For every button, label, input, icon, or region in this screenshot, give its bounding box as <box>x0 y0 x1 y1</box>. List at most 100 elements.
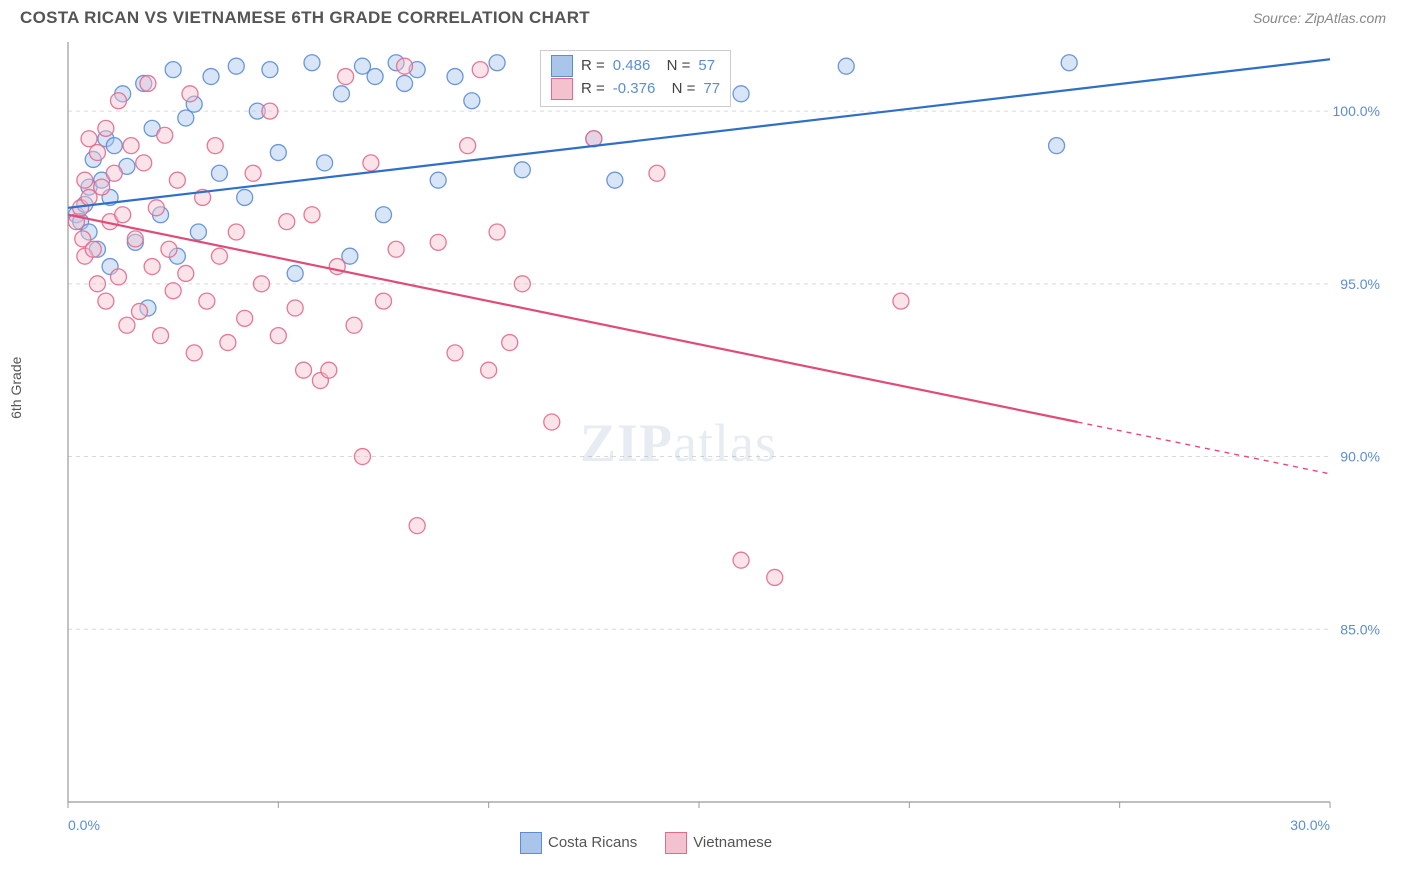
y-axis-label: 6th Grade <box>8 357 24 419</box>
scatter-point <box>367 69 383 85</box>
scatter-point <box>430 234 446 250</box>
y-tick-label: 90.0% <box>1340 449 1380 465</box>
scatter-point <box>207 138 223 154</box>
scatter-point <box>502 335 518 351</box>
scatter-point <box>333 86 349 102</box>
scatter-point <box>106 165 122 181</box>
scatter-chart: 85.0% 90.0% 95.0% 100.0% 0.0% 30.0% <box>20 32 1386 852</box>
stats-legend-row: R = 0.486 N = 57 <box>551 55 720 78</box>
y-tick-label: 95.0% <box>1340 276 1380 292</box>
scatter-point <box>237 189 253 205</box>
scatter-point <box>115 207 131 223</box>
scatter-point <box>447 345 463 361</box>
scatter-point <box>279 214 295 230</box>
legend-item: Costa Ricans <box>520 832 637 854</box>
scatter-point <box>489 224 505 240</box>
scatter-point <box>767 569 783 585</box>
scatter-point <box>136 155 152 171</box>
scatter-point <box>94 179 110 195</box>
scatter-point <box>237 310 253 326</box>
scatter-point <box>733 552 749 568</box>
scatter-point <box>228 224 244 240</box>
scatter-point <box>157 127 173 143</box>
scatter-point <box>148 200 164 216</box>
scatter-point <box>178 110 194 126</box>
scatter-point <box>1061 55 1077 71</box>
scatter-point <box>514 276 530 292</box>
scatter-point <box>262 62 278 78</box>
scatter-point <box>287 300 303 316</box>
scatter-point <box>481 362 497 378</box>
page-title: COSTA RICAN VS VIETNAMESE 6TH GRADE CORR… <box>20 8 590 28</box>
scatter-point <box>127 231 143 247</box>
scatter-point <box>649 165 665 181</box>
scatter-point <box>98 293 114 309</box>
scatter-point <box>203 69 219 85</box>
scatter-point <box>397 75 413 91</box>
scatter-point <box>110 269 126 285</box>
legend-swatch <box>665 832 687 854</box>
scatter-point <box>132 303 148 319</box>
x-tick-label: 30.0% <box>1290 817 1330 833</box>
trend-line-extrapolated <box>1078 422 1330 474</box>
scatter-point <box>430 172 446 188</box>
scatter-point <box>190 224 206 240</box>
scatter-point <box>338 69 354 85</box>
scatter-point <box>144 259 160 275</box>
scatter-point <box>262 103 278 119</box>
source-label: Source: ZipAtlas.com <box>1253 10 1386 26</box>
stats-legend-row: R = -0.376 N = 77 <box>551 78 720 101</box>
chart-container: 6th Grade 85.0%90.0%95.0%100.0%0.0%30.0%… <box>20 32 1386 852</box>
scatter-point <box>296 362 312 378</box>
scatter-point <box>270 328 286 344</box>
scatter-point <box>363 155 379 171</box>
scatter-point <box>1049 138 1065 154</box>
legend-swatch <box>551 78 573 100</box>
scatter-point <box>376 207 392 223</box>
scatter-point <box>304 55 320 71</box>
y-tick-label: 100.0% <box>1333 103 1380 119</box>
scatter-point <box>165 62 181 78</box>
scatter-point <box>245 165 261 181</box>
scatter-point <box>165 283 181 299</box>
scatter-point <box>178 265 194 281</box>
scatter-point <box>106 138 122 154</box>
scatter-point <box>514 162 530 178</box>
scatter-point <box>98 120 114 136</box>
scatter-point <box>123 138 139 154</box>
scatter-point <box>220 335 236 351</box>
scatter-point <box>447 69 463 85</box>
scatter-point <box>733 86 749 102</box>
scatter-point <box>464 93 480 109</box>
scatter-point <box>304 207 320 223</box>
scatter-point <box>199 293 215 309</box>
scatter-point <box>376 293 392 309</box>
scatter-point <box>270 145 286 161</box>
scatter-point <box>489 55 505 71</box>
scatter-point <box>544 414 560 430</box>
scatter-point <box>77 172 93 188</box>
scatter-point <box>211 248 227 264</box>
legend-item: Vietnamese <box>665 832 772 854</box>
scatter-point <box>317 155 333 171</box>
scatter-point <box>254 276 270 292</box>
scatter-point <box>287 265 303 281</box>
legend-swatch <box>551 55 573 77</box>
x-tick-label: 0.0% <box>68 817 100 833</box>
series-legend: Costa Ricans Vietnamese <box>520 832 772 854</box>
scatter-point <box>169 172 185 188</box>
y-tick-label: 85.0% <box>1340 621 1380 637</box>
scatter-point <box>409 518 425 534</box>
scatter-point <box>81 131 97 147</box>
scatter-point <box>472 62 488 78</box>
scatter-point <box>397 58 413 74</box>
scatter-point <box>321 362 337 378</box>
scatter-point <box>388 241 404 257</box>
stats-legend: R = 0.486 N = 57R = -0.376 N = 77 <box>540 50 731 107</box>
scatter-point <box>182 86 198 102</box>
scatter-point <box>89 276 105 292</box>
scatter-point <box>460 138 476 154</box>
scatter-point <box>186 345 202 361</box>
scatter-point <box>893 293 909 309</box>
trend-line <box>68 215 1078 422</box>
